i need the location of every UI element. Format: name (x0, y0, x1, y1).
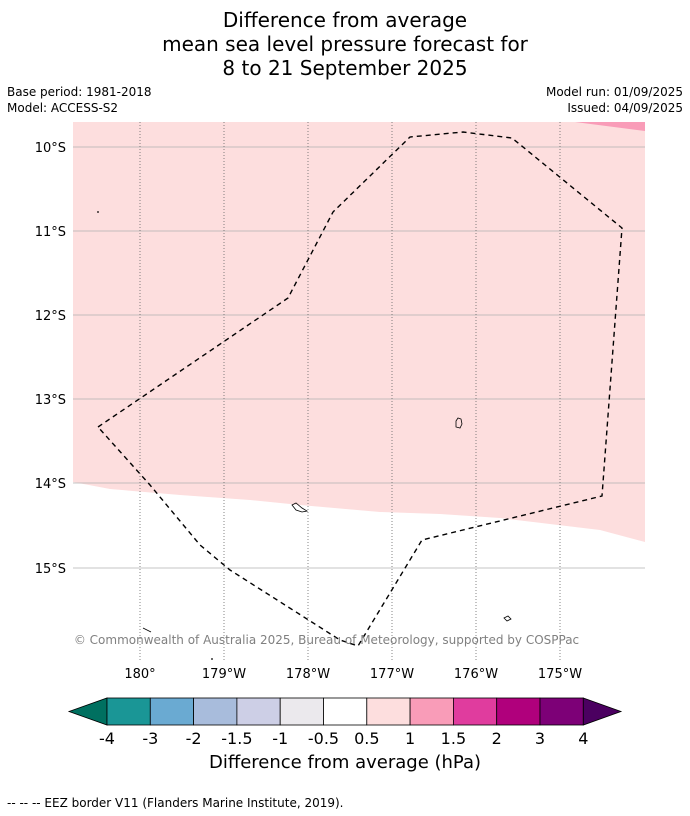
island-dot (211, 658, 213, 660)
latitude-label: 15°S (35, 562, 66, 577)
map-area (73, 122, 645, 660)
island-outline (291, 502, 309, 513)
colorbar-tick-label: 4 (578, 729, 588, 748)
colorbar-segment (366, 697, 411, 726)
title-line-3: 8 to 21 September 2025 (222, 56, 468, 80)
copyright-notice: © Commonwealth of Australia 2025, Bureau… (73, 633, 580, 647)
chart-title: Difference from average mean sea level p… (0, 8, 690, 80)
island-outline (503, 615, 512, 622)
colorbar-segment (496, 697, 541, 726)
colorbar-tick-label: 1.5 (441, 729, 466, 748)
longitude-label: 177°W (370, 667, 414, 682)
colorbar-tick-label: 0.5 (354, 729, 379, 748)
longitude-label: 179°W (202, 667, 246, 682)
eez-border (96, 131, 623, 647)
longitude-labels: 180° 179°W 178°W 177°W 176°W 175°W (124, 667, 582, 682)
model-run: Model run: 01/09/2025 (545, 85, 683, 99)
colorbar-tick-label: -1 (272, 729, 288, 748)
longitude-label: 180° (124, 667, 155, 682)
anomaly-band-1-to-1-5 (575, 122, 645, 131)
latitude-label: 10°S (35, 141, 66, 156)
colorbar-tick-label: -0.5 (308, 729, 339, 748)
colorbar-extend-low (67, 697, 108, 726)
longitude-label: 175°W (538, 667, 582, 682)
colorbar-tick-label: 1 (405, 729, 415, 748)
colorbar-tick-label: -1.5 (221, 729, 252, 748)
title-line-1: Difference from average (222, 8, 468, 32)
island-outline (142, 627, 152, 633)
colorbar-segment (279, 697, 324, 726)
title-line-2: mean sea level pressure forecast for (162, 32, 528, 56)
colorbar-segment (539, 697, 584, 726)
colorbar-segment (193, 697, 238, 726)
colorbar-segment (149, 697, 195, 726)
island-dot (97, 211, 99, 213)
issued-date: Issued: 04/09/2025 (567, 101, 683, 115)
colorbar-tick-label: 2 (492, 729, 502, 748)
colorbar-tick-label: -2 (186, 729, 202, 748)
meta-right: Model run: 01/09/2025 Issued: 04/09/2025 (546, 84, 683, 116)
latitude-labels: 10°S 11°S 12°S 13°S 14°S 15°S (35, 141, 66, 577)
base-period: Base period: 1981-2018 (7, 85, 152, 99)
colorbar-segment (323, 697, 368, 726)
latitude-label: 13°S (35, 393, 66, 408)
colorbar-segment (106, 697, 151, 726)
latitude-label: 14°S (35, 477, 66, 492)
longitude-label: 178°W (286, 667, 330, 682)
anomaly-band-0-5-to-1 (73, 122, 645, 542)
meta-left: Base period: 1981-2018 Model: ACCESS-S2 (7, 84, 152, 116)
model-name: Model: ACCESS-S2 (7, 101, 119, 115)
island-outline (455, 417, 463, 429)
colorbar-label: Difference from average (hPa) (208, 752, 482, 773)
colorbar-tick-label: 3 (535, 729, 545, 748)
longitude-label: 176°W (454, 667, 498, 682)
colorbar: -4 -3 -2 -1.5 -1 -0.5 0.5 1 1.5 2 3 4 (67, 697, 623, 748)
eez-footnote: -- -- -- EEZ border V11 (Flanders Marine… (7, 796, 344, 810)
latitude-label: 12°S (35, 309, 66, 324)
colorbar-segment (409, 697, 454, 726)
colorbar-segment (236, 697, 281, 726)
colorbar-segment (452, 697, 498, 726)
gridlines (73, 122, 645, 660)
colorbar-extend-high (582, 697, 623, 726)
colorbar-tick-label: -3 (142, 729, 158, 748)
latitude-label: 11°S (35, 225, 66, 240)
colorbar-tick-label: -4 (99, 729, 115, 748)
